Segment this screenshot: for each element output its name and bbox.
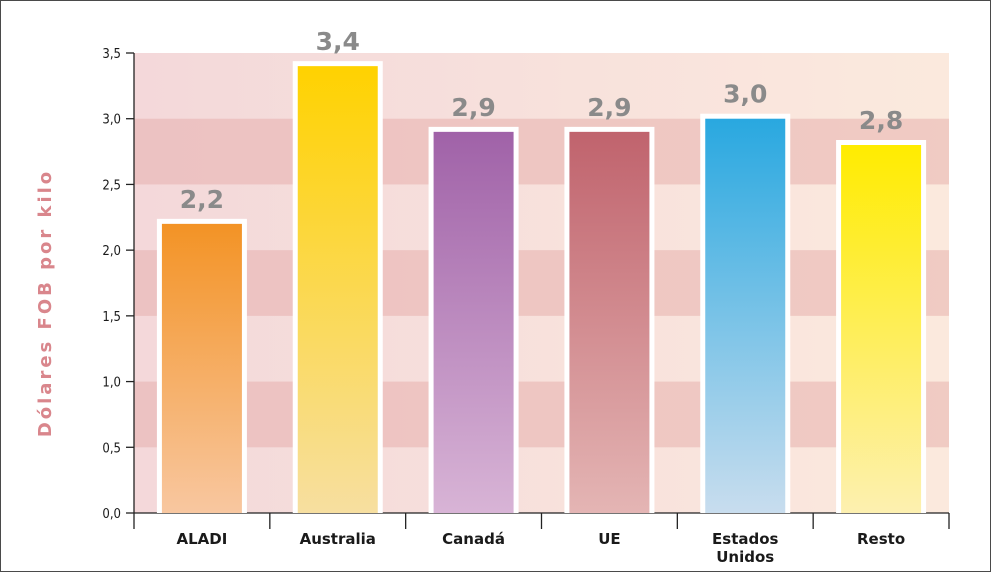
y-axis-title: Dólares FOB por kilo <box>35 169 56 437</box>
bar <box>433 131 514 513</box>
x-category-label: Resto <box>857 530 905 548</box>
bar <box>841 145 922 513</box>
bar <box>297 66 378 514</box>
grid-band <box>134 53 949 119</box>
y-tick-label: 3,5 <box>102 47 121 62</box>
x-category-label: Estados <box>712 530 779 548</box>
y-tick-label: 2,5 <box>102 178 121 193</box>
x-category-label: Canadá <box>442 530 505 548</box>
grid-band <box>134 250 949 316</box>
data-label: 2,9 <box>451 93 495 122</box>
grid-band <box>134 315 949 382</box>
data-label: 3,4 <box>316 27 360 56</box>
grid-band <box>134 184 949 251</box>
grid-band <box>134 381 949 448</box>
y-tick-label: 0,0 <box>102 507 121 522</box>
x-category-label: ALADI <box>177 530 228 548</box>
x-category-label: Unidos <box>716 548 774 566</box>
data-label: 2,8 <box>859 106 903 135</box>
bar <box>161 223 242 513</box>
y-tick-label: 1,0 <box>102 376 121 391</box>
grid-band <box>134 118 949 185</box>
data-label: 3,0 <box>723 80 767 109</box>
y-tick-label: 1,5 <box>102 310 121 325</box>
x-category-label: Australia <box>300 530 376 548</box>
data-label: 2,2 <box>180 185 224 214</box>
grid-band <box>134 447 949 513</box>
bar <box>705 118 786 513</box>
data-label: 2,9 <box>587 93 631 122</box>
x-category-label: UE <box>598 530 620 548</box>
y-tick-label: 0,5 <box>102 441 121 456</box>
y-tick-label: 3,0 <box>102 113 121 128</box>
bar <box>569 131 650 513</box>
y-tick-label: 2,0 <box>102 244 121 259</box>
